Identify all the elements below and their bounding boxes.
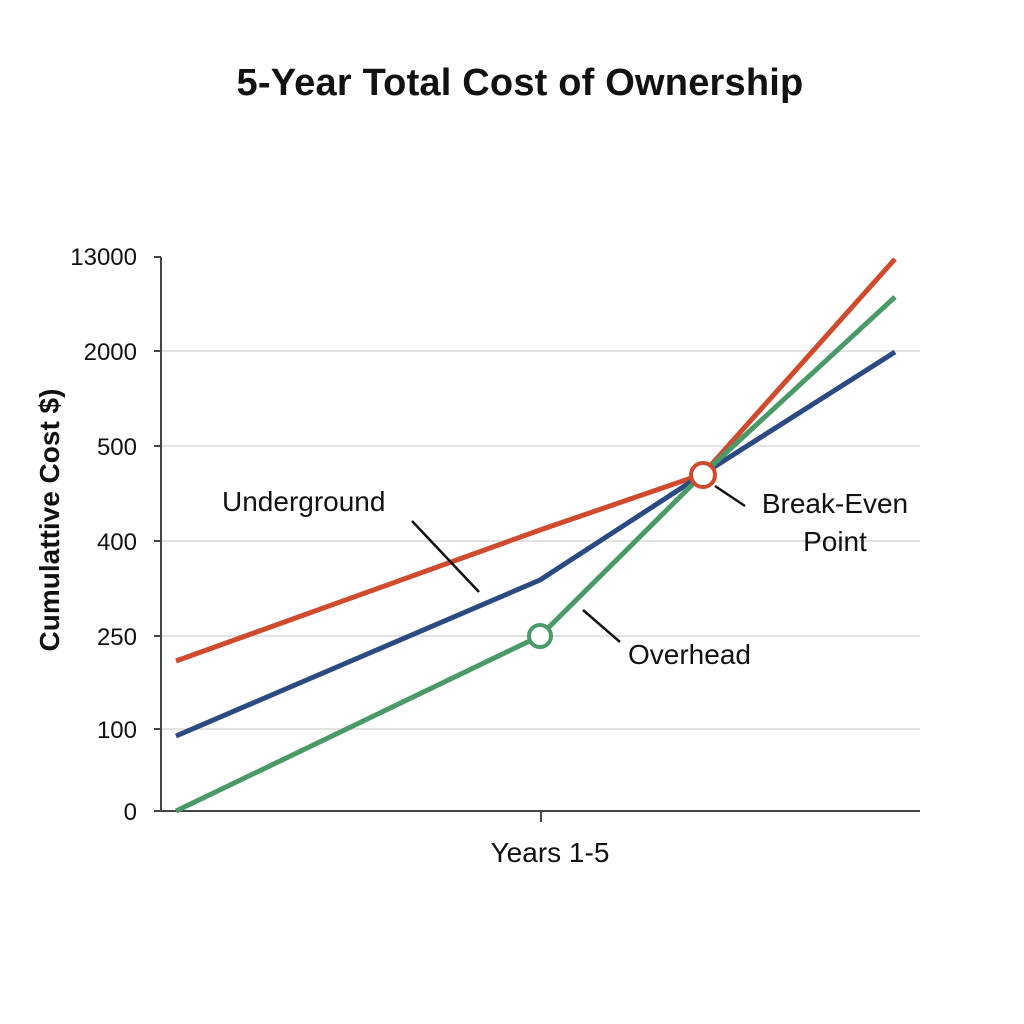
- annotation-underground: Underground: [222, 486, 385, 517]
- y-tick-100: 100: [97, 717, 137, 744]
- series-green-line: [174, 295, 897, 814]
- break-even-marker: [689, 461, 717, 489]
- y-tick-250: 250: [97, 624, 137, 651]
- overhead-leader: [582, 609, 621, 643]
- chart-title: 5-Year Total Cost of Ownership: [236, 62, 804, 104]
- annotation-break-even-line1: Break-Even: [762, 488, 908, 519]
- annotation-overhead: Overhead: [628, 639, 751, 670]
- y-tick-400: 400: [97, 529, 137, 556]
- y-tick-0: 0: [124, 799, 137, 826]
- y-tick-labels: 13000 2000 500 400 250 100 0: [70, 244, 137, 826]
- series-red-line: [175, 257, 897, 664]
- y-axis-label: Cumulattive Cost $): [34, 389, 65, 652]
- y-tick-2000: 2000: [84, 339, 137, 366]
- x-axis-label: Years 1-5: [491, 837, 610, 868]
- y-tick-500: 500: [97, 434, 137, 461]
- underground-leader: [411, 520, 480, 593]
- overhead-marker: [527, 623, 553, 649]
- series-blue-line: [175, 349, 897, 739]
- break-even-leader: [714, 484, 746, 508]
- annotation-break-even-line2: Point: [803, 526, 867, 557]
- y-tick-13000: 13000: [70, 244, 137, 271]
- axes: [154, 256, 920, 822]
